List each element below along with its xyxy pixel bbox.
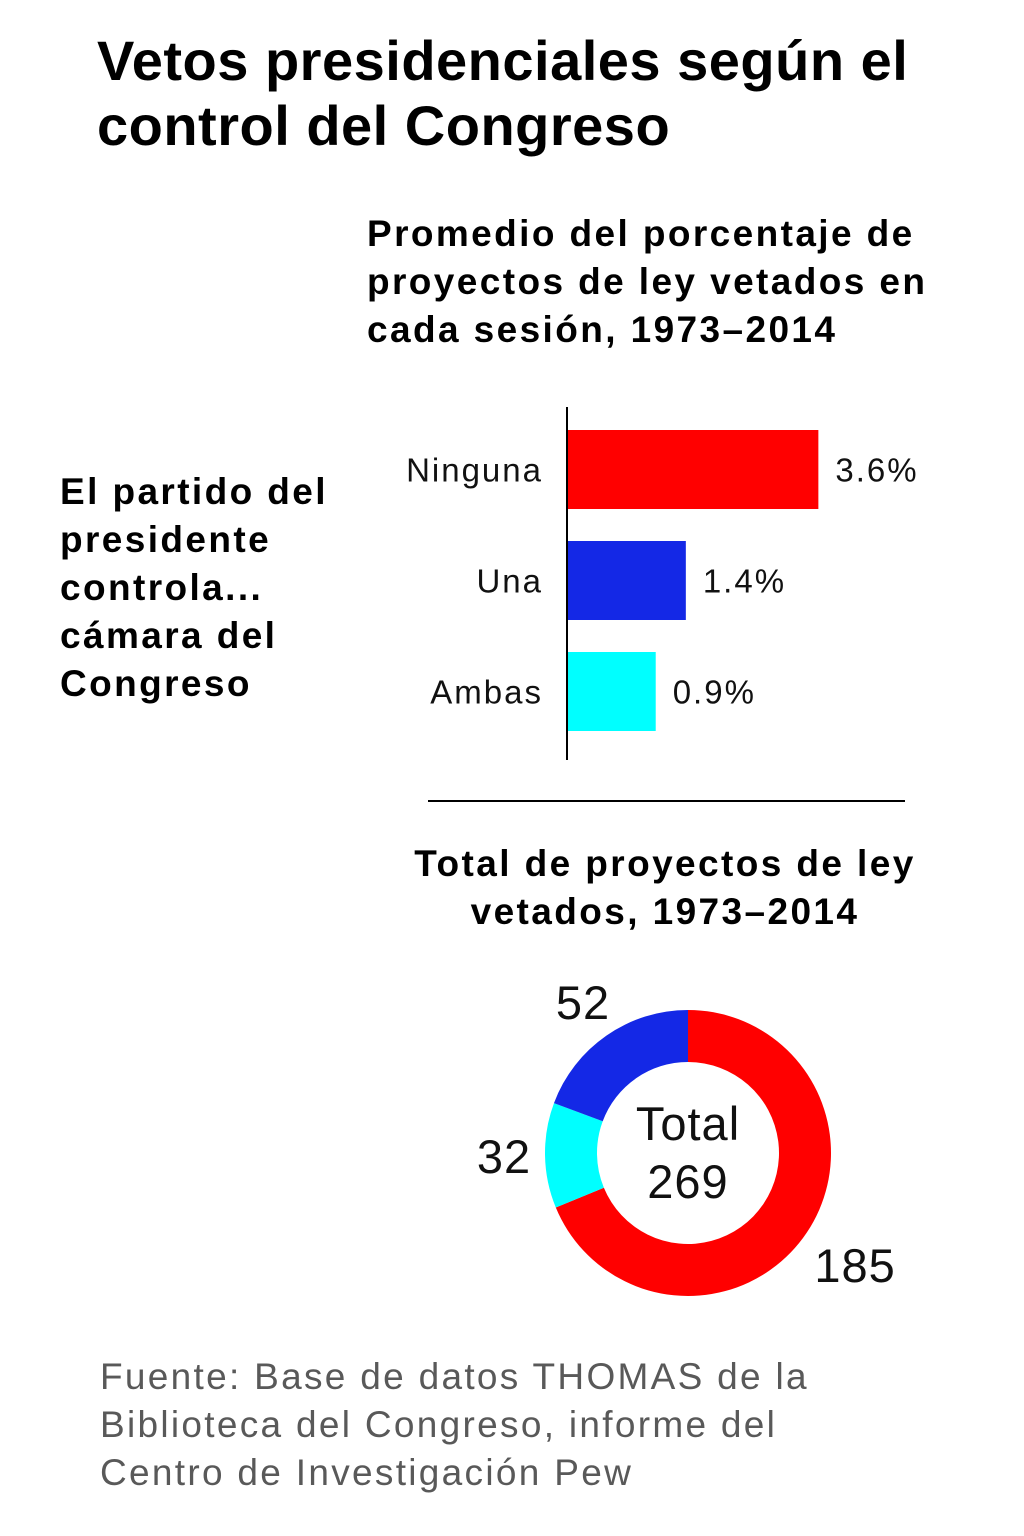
bar-chart-title: Promedio del porcentaje de proyectos de … [367, 213, 928, 350]
donut-value-label: 32 [477, 1130, 531, 1183]
bar-una [567, 541, 686, 620]
page-title: Vetos presidenciales según el control de… [97, 29, 909, 157]
donut-total: 269 [647, 1155, 728, 1208]
donut-segment [553, 1010, 688, 1122]
value-label-ninguna: 3.6% [835, 452, 918, 489]
value-label-una: 1.4% [703, 563, 786, 600]
category-label-ambas: Ambas [430, 674, 543, 711]
category-label-una: Una [476, 563, 543, 600]
bar-chart-axis-label: El partido del presidente controla... cá… [60, 471, 328, 704]
donut-center-label: Total [636, 1097, 740, 1150]
donut-segment [545, 1103, 604, 1208]
source-note: Fuente: Base de datos THOMAS de la Bibli… [100, 1356, 809, 1493]
donut-value-label: 185 [814, 1239, 895, 1292]
bar-chart: Ninguna 3.6% Una 1.4% Ambas 0.9% [406, 407, 918, 760]
value-label-ambas: 0.9% [673, 674, 756, 711]
donut-segment [555, 1010, 831, 1296]
bar-ninguna [567, 430, 819, 509]
donut-chart-title: Total de proyectos de ley vetados, 1973–… [414, 843, 916, 932]
category-label-ninguna: Ninguna [406, 452, 543, 489]
section-divider [428, 800, 905, 802]
bar-ambas [567, 652, 656, 731]
donut-value-label: 52 [556, 976, 610, 1029]
